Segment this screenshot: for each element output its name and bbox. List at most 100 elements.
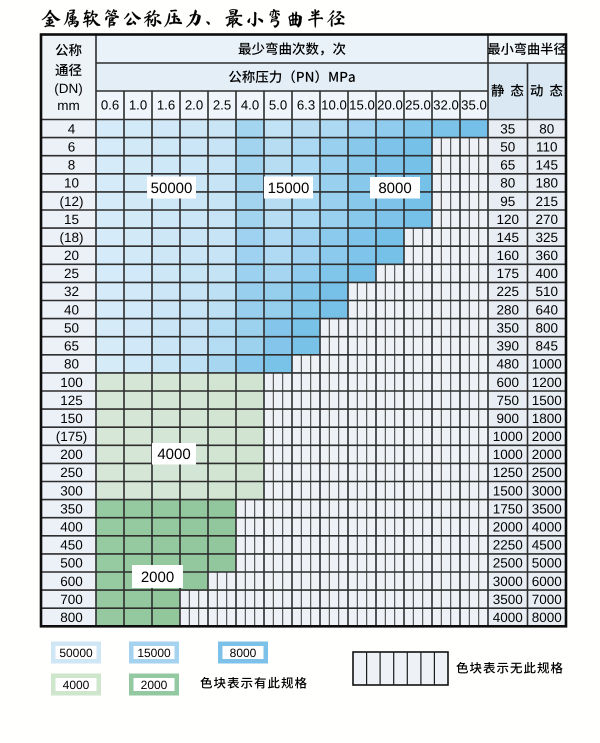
- svg-text:480: 480: [497, 357, 520, 372]
- svg-text:300: 300: [60, 483, 83, 498]
- svg-text:2000: 2000: [141, 678, 168, 692]
- svg-text:6000: 6000: [532, 574, 562, 589]
- svg-text:100: 100: [60, 375, 83, 390]
- svg-text:280: 280: [497, 302, 520, 317]
- svg-text:360: 360: [536, 248, 559, 263]
- svg-text:8000: 8000: [230, 646, 257, 660]
- svg-text:8000: 8000: [532, 610, 562, 625]
- svg-text:270: 270: [536, 212, 559, 227]
- svg-text:15000: 15000: [268, 180, 310, 197]
- svg-text:8000: 8000: [378, 180, 411, 197]
- svg-text:2.0: 2.0: [185, 98, 203, 113]
- svg-text:640: 640: [536, 302, 559, 317]
- svg-text:3500: 3500: [532, 501, 562, 516]
- svg-text:2000: 2000: [493, 520, 523, 535]
- svg-text:390: 390: [497, 339, 520, 354]
- svg-text:1.0: 1.0: [129, 98, 147, 113]
- svg-text:5.0: 5.0: [269, 98, 287, 113]
- svg-text:6: 6: [68, 140, 76, 155]
- svg-text:1000: 1000: [532, 357, 562, 372]
- svg-text:2000: 2000: [532, 429, 562, 444]
- svg-text:200: 200: [60, 447, 83, 462]
- svg-text:65: 65: [500, 158, 515, 173]
- svg-text:160: 160: [497, 248, 520, 263]
- svg-text:845: 845: [536, 339, 559, 354]
- svg-text:250: 250: [60, 465, 83, 480]
- svg-text:325: 325: [536, 230, 559, 245]
- svg-text:3500: 3500: [493, 592, 523, 607]
- svg-text:1800: 1800: [532, 411, 562, 426]
- svg-text:95: 95: [500, 194, 515, 209]
- svg-text:20: 20: [64, 248, 79, 263]
- svg-text:3000: 3000: [493, 574, 523, 589]
- svg-text:2500: 2500: [493, 556, 523, 571]
- svg-text:450: 450: [60, 538, 83, 553]
- svg-text:65: 65: [64, 339, 79, 354]
- svg-text:120: 120: [497, 212, 520, 227]
- svg-text:150: 150: [60, 411, 83, 426]
- svg-text:145: 145: [536, 158, 559, 173]
- svg-text:400: 400: [60, 520, 83, 535]
- svg-text:1250: 1250: [493, 465, 523, 480]
- svg-text:2500: 2500: [532, 465, 562, 480]
- svg-text:10: 10: [64, 176, 79, 191]
- svg-text:80: 80: [64, 357, 79, 372]
- svg-text:20.0: 20.0: [377, 98, 403, 113]
- svg-text:50: 50: [64, 320, 79, 335]
- svg-text:mm: mm: [57, 98, 80, 113]
- svg-text:2250: 2250: [493, 538, 523, 553]
- svg-text:145: 145: [497, 230, 520, 245]
- svg-text:800: 800: [536, 320, 559, 335]
- svg-text:350: 350: [60, 501, 83, 516]
- svg-text:500: 500: [60, 556, 83, 571]
- svg-text:215: 215: [536, 194, 559, 209]
- svg-text:600: 600: [497, 375, 520, 390]
- svg-text:32: 32: [64, 284, 79, 299]
- svg-text:1000: 1000: [493, 447, 523, 462]
- svg-text:4.0: 4.0: [241, 98, 259, 113]
- svg-text:35.0: 35.0: [461, 98, 487, 113]
- svg-text:15: 15: [64, 212, 79, 227]
- svg-text:4000: 4000: [532, 520, 562, 535]
- svg-text:80: 80: [500, 176, 515, 191]
- svg-text:400: 400: [536, 266, 559, 281]
- svg-text:4000: 4000: [493, 610, 523, 625]
- svg-text:0.6: 0.6: [101, 98, 119, 113]
- svg-text:(12): (12): [59, 194, 83, 209]
- svg-text:10.0: 10.0: [321, 98, 347, 113]
- svg-text:50000: 50000: [59, 646, 93, 660]
- svg-text:3000: 3000: [532, 483, 562, 498]
- svg-text:1200: 1200: [532, 375, 562, 390]
- svg-text:4: 4: [68, 121, 76, 136]
- svg-text:(DN): (DN): [54, 81, 83, 96]
- svg-text:4000: 4000: [63, 678, 90, 692]
- svg-text:8: 8: [68, 158, 76, 173]
- svg-text:15000: 15000: [137, 646, 171, 660]
- svg-text:125: 125: [60, 393, 83, 408]
- svg-text:900: 900: [497, 411, 520, 426]
- svg-text:35: 35: [500, 121, 515, 136]
- svg-text:2000: 2000: [141, 569, 174, 586]
- svg-text:510: 510: [536, 284, 559, 299]
- svg-text:1500: 1500: [493, 483, 523, 498]
- svg-text:80: 80: [539, 121, 554, 136]
- svg-text:(175): (175): [56, 429, 88, 444]
- svg-text:225: 225: [497, 284, 520, 299]
- svg-text:2.5: 2.5: [213, 98, 231, 113]
- svg-text:1500: 1500: [532, 393, 562, 408]
- svg-text:5000: 5000: [532, 556, 562, 571]
- svg-text:6.3: 6.3: [297, 98, 315, 113]
- svg-text:350: 350: [497, 320, 520, 335]
- svg-text:700: 700: [60, 592, 83, 607]
- svg-text:180: 180: [536, 176, 559, 191]
- svg-text:1000: 1000: [493, 429, 523, 444]
- svg-text:2000: 2000: [532, 447, 562, 462]
- svg-text:800: 800: [60, 610, 83, 625]
- svg-text:25.0: 25.0: [405, 98, 431, 113]
- svg-text:50: 50: [500, 140, 515, 155]
- svg-text:32.0: 32.0: [433, 98, 459, 113]
- svg-text:750: 750: [497, 393, 520, 408]
- svg-text:175: 175: [497, 266, 520, 281]
- svg-text:15.0: 15.0: [349, 98, 375, 113]
- svg-text:(18): (18): [59, 230, 83, 245]
